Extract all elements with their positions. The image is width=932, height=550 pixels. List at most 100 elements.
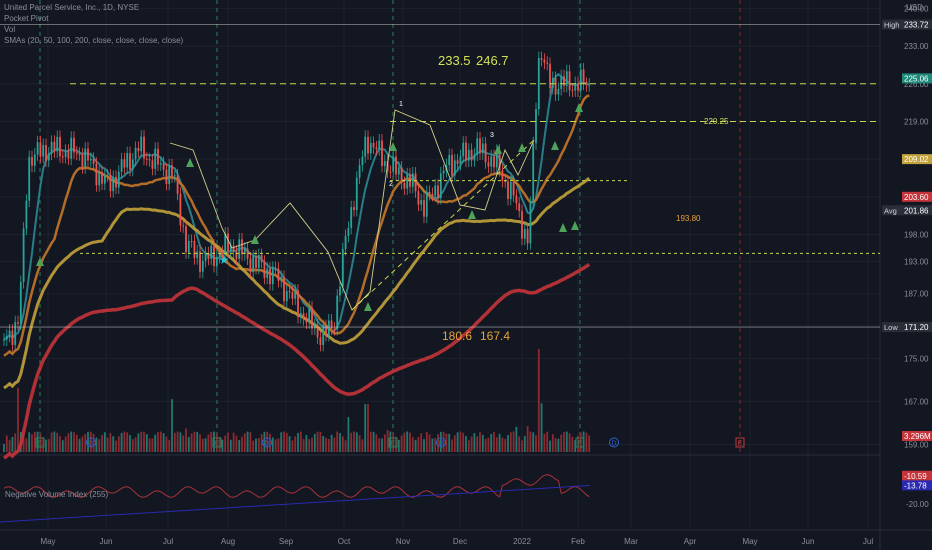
volume-bar [173, 432, 176, 452]
pocket-pivot-arrow [571, 221, 579, 230]
volume-bar [358, 435, 361, 452]
candle-body [417, 191, 420, 205]
nvi-value-text: -10.59 [904, 472, 927, 481]
support-resistance-levels [0, 24, 880, 328]
volume-bar [210, 431, 213, 452]
indicator-pocket-pivot[interactable]: Pocket Pivot [4, 14, 49, 23]
volume-bar [395, 436, 397, 452]
candle-body [5, 335, 8, 340]
candle-body [353, 207, 355, 211]
volume-bar [39, 433, 42, 452]
price-badge [902, 322, 932, 333]
candle-body [428, 191, 431, 194]
indicator-volume[interactable]: Vol [4, 25, 16, 34]
volume-bar [229, 439, 232, 452]
volume-bar [179, 432, 182, 452]
candle-body [493, 156, 495, 168]
volume-bar [445, 433, 448, 452]
earnings-letter: E [578, 441, 583, 448]
candle-body [123, 159, 126, 168]
volume-bar [397, 439, 400, 452]
dividend-icon [86, 437, 96, 448]
candle-body [509, 182, 512, 199]
volume-bar [341, 436, 344, 452]
month-label: May [742, 537, 757, 546]
candle-body [159, 163, 162, 165]
volume-bar [8, 439, 11, 452]
candle-body [297, 290, 299, 318]
price-badge [902, 73, 932, 84]
volume-bar [25, 438, 28, 452]
low-annotation-1: 180.6 [442, 329, 472, 343]
volume-bar [129, 435, 131, 452]
price-badges: High 233.72 225.06 209.02 203.60 Avg 201.86 Low… [882, 19, 932, 441]
candle-body [42, 145, 45, 157]
nvi-pane: -10.00-20.00-10.59-13.78 [0, 470, 932, 523]
volume-bar [199, 434, 201, 452]
candle-body [479, 138, 481, 154]
volume-bar [372, 431, 375, 452]
candle-body [369, 142, 372, 154]
month-label: Jul [863, 537, 873, 546]
price-tick-label: 219.00 [904, 117, 929, 126]
volume-bar [383, 434, 386, 452]
candle-body [316, 325, 319, 338]
volume-bar [291, 440, 294, 452]
month-label: Apr [684, 537, 697, 546]
indicator-smas[interactable]: SMAs (20, 50, 100, 200, close, close, cl… [4, 36, 184, 45]
candle-body [56, 136, 59, 152]
price-badge-text: 3.296M [904, 432, 931, 441]
pocket-pivot-arrow [36, 257, 44, 266]
price-tick-label: 167.00 [904, 397, 929, 406]
low-annotation-2: 167.4 [480, 329, 510, 343]
price-tick-label: 187.00 [904, 290, 929, 299]
candle-body [221, 252, 224, 254]
volume-bar [423, 439, 425, 452]
candle-body [392, 156, 395, 172]
candle-body [299, 313, 302, 318]
candle-body [423, 200, 425, 217]
pocket-pivot-arrow [186, 158, 194, 167]
symbol-title[interactable]: United Parcel Service, Inc., 1D, NYSE [4, 3, 140, 12]
volume-bar [73, 432, 75, 452]
candle-body [33, 154, 36, 166]
candle-body [344, 235, 347, 250]
volume-bar [381, 438, 383, 452]
candle-body [557, 88, 560, 95]
candle-body [459, 156, 462, 164]
candle-body [389, 171, 392, 173]
volume-bar [557, 438, 560, 452]
candle-body [134, 147, 137, 160]
candle-body [269, 268, 271, 285]
candle-body [109, 175, 112, 192]
volume-bar [33, 431, 36, 452]
month-label: Mar [624, 537, 638, 546]
volume-bar [507, 434, 509, 452]
price-tick-label: 193.00 [904, 257, 929, 266]
candle-body [294, 290, 297, 299]
candle-body [367, 136, 369, 154]
candle-body [563, 76, 565, 86]
wave-label-3: 3 [490, 132, 494, 139]
pocket-pivot-arrow [468, 210, 476, 219]
earnings-icon [35, 437, 45, 448]
volume-bar [263, 431, 266, 452]
month-label: May [40, 537, 55, 546]
volume-bar [456, 432, 459, 452]
volume-bar [409, 432, 411, 452]
volume-bar [218, 437, 221, 452]
candle-body [327, 320, 330, 336]
candle-body [75, 152, 78, 154]
month-label: Jun [100, 537, 113, 546]
volume-bar [67, 433, 70, 452]
volume-bar [529, 431, 532, 452]
volume-bar [532, 432, 535, 452]
volume-bar [316, 431, 319, 452]
volume-bar [215, 433, 218, 452]
volume-bar [252, 440, 255, 452]
candle-body [462, 142, 465, 157]
volume-bar [241, 436, 243, 452]
candle-body [47, 153, 50, 161]
time-axis[interactable]: May Jun Jul Aug Sep Oct Nov Dec 2022 Feb Mar Apr May… [40, 537, 873, 546]
